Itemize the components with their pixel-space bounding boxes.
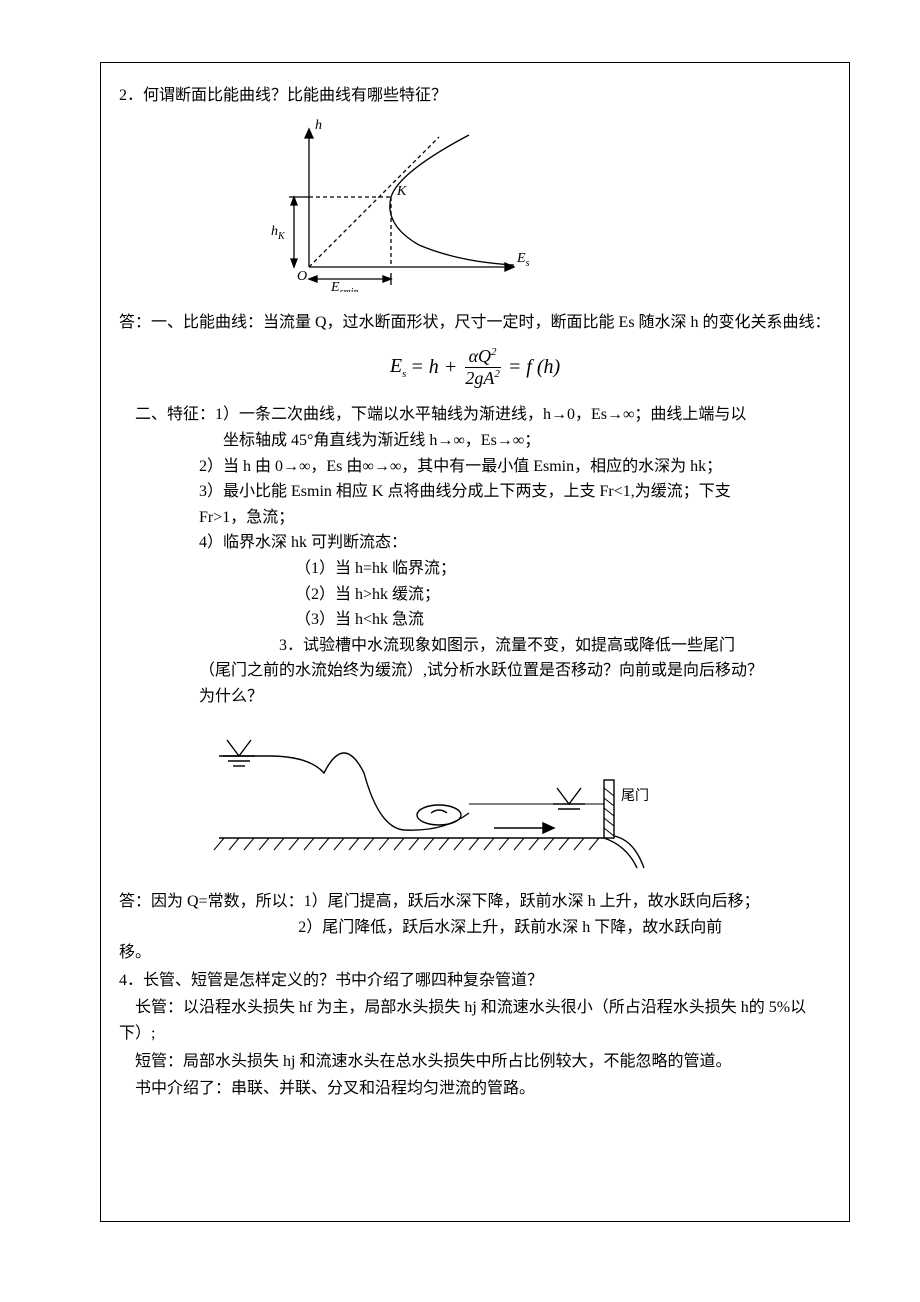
origin-label: O (297, 269, 307, 284)
tailgate-label: 尾门 (621, 788, 649, 804)
axis-label-es: E (516, 251, 526, 266)
esmin-sub: smin (340, 287, 359, 292)
f-den-sup: 2 (494, 368, 500, 380)
q4-book: 书中介绍了：串联、并联、分叉和沿程均匀泄流的管路。 (119, 1076, 831, 1102)
q3-ans-2: 2）尾门降低，跃后水深上升，跃前水深 h 下降，故水跃向前 (119, 915, 831, 941)
q2-state-3: （3）当 h<hk 急流 (119, 607, 831, 633)
q2-title: 2．何谓断面比能曲线？比能曲线有哪些特征？ (119, 83, 831, 109)
q4-block: 4．长管、短管是怎样定义的？书中介绍了哪四种复杂管道？ 长管：以沿程水头损失 h… (119, 968, 831, 1102)
q2-state-2: （2）当 h>hk 缓流； (119, 582, 831, 608)
q2-feature-3a: 3）最小比能 Esmin 相应 K 点将曲线分成上下两支，上支 Fr<1,为缓流… (119, 479, 831, 505)
axis-label-es-sub: s (526, 258, 529, 269)
f-den: 2gA (465, 368, 494, 388)
q3-figure-wrap: 尾门 (209, 718, 831, 882)
q2-feature-2: 2）当 h 由 0→∞，Es 由∞→∞，其中有一最小值 Esmin，相应的水深为… (119, 454, 831, 480)
document-page: 2．何谓断面比能曲线？比能曲线有哪些特征？ (0, 0, 920, 1302)
f-num: αQ (469, 346, 491, 366)
q4-long-pipe: 长管：以沿程水头损失 hf 为主，局部水头损失 hj 和流速水头很小（所占沿程水… (119, 995, 831, 1046)
q3-title-2: （尾门之前的水流始终为缓流）,试分析水跃位置是否移动？向前或是向后移动？ (119, 658, 831, 684)
svg-text:hK: hK (271, 224, 286, 242)
f-eq2: = f (h) (508, 351, 560, 383)
hk-sub: K (277, 231, 286, 242)
q2-feature-4: 4）临界水深 hk 可判断流态： (119, 530, 831, 556)
q3-title-1: 3．试验槽中水流现象如图示，流量不变，如提高或降低一些尾门 (119, 633, 831, 659)
q2-feature-3b: Fr>1，急流； (119, 505, 831, 531)
svg-text:Es: Es (516, 251, 529, 269)
q4-title: 4．长管、短管是怎样定义的？书中介绍了哪四种复杂管道？ (119, 968, 831, 994)
f-lhs: E (390, 355, 402, 377)
q2-energy-curve-figure: h Es hK K O Esmin (269, 117, 529, 292)
q4-short-pipe: 短管：局部水头损失 hj 和流速水头在总水头损失中所占比例较大，不能忽略的管道。 (119, 1049, 831, 1075)
q2-feature-1b: 坐标轴成 45°角直线为渐近线 h→∞，Es→∞； (119, 428, 831, 454)
q3-ans-1: 答：因为 Q=常数，所以：1）尾门提高，跃后水深下降，跃前水深 h 上升，故水跃… (119, 889, 831, 915)
axis-label-h: h (315, 118, 322, 133)
f-num-sup: 2 (491, 346, 497, 358)
q2-figure-wrap: h Es hK K O Esmin (269, 117, 831, 301)
k-point-label: K (396, 184, 407, 199)
q3-ans-3: 移。 (119, 940, 831, 966)
q2-state-1: （1）当 h=hk 临界流； (119, 556, 831, 582)
f-eq1: = h + (410, 351, 457, 383)
page-border: 2．何谓断面比能曲线？比能曲线有哪些特征？ (100, 62, 850, 1222)
q2-feature-1a: 二、特征：1）一条二次曲线，下端以水平轴线为渐进线，h→0，Es→∞；曲线上端与… (119, 402, 831, 428)
q3-hydraulic-jump-figure: 尾门 (209, 718, 669, 873)
q2-answer-intro: 答：一、比能曲线：当流量 Q，过水断面形状，尺寸一定时，断面比能 Es 随水深 … (119, 310, 831, 336)
q2-formula: Es = h + αQ2 2gA2 = f (h) (119, 346, 831, 389)
f-lhs-sub: s (402, 368, 406, 380)
svg-text:Esmin: Esmin (330, 280, 358, 292)
esmin-label: E (330, 280, 340, 292)
q3-title-3: 为什么？ (119, 684, 831, 710)
hk-label: h (271, 224, 278, 239)
